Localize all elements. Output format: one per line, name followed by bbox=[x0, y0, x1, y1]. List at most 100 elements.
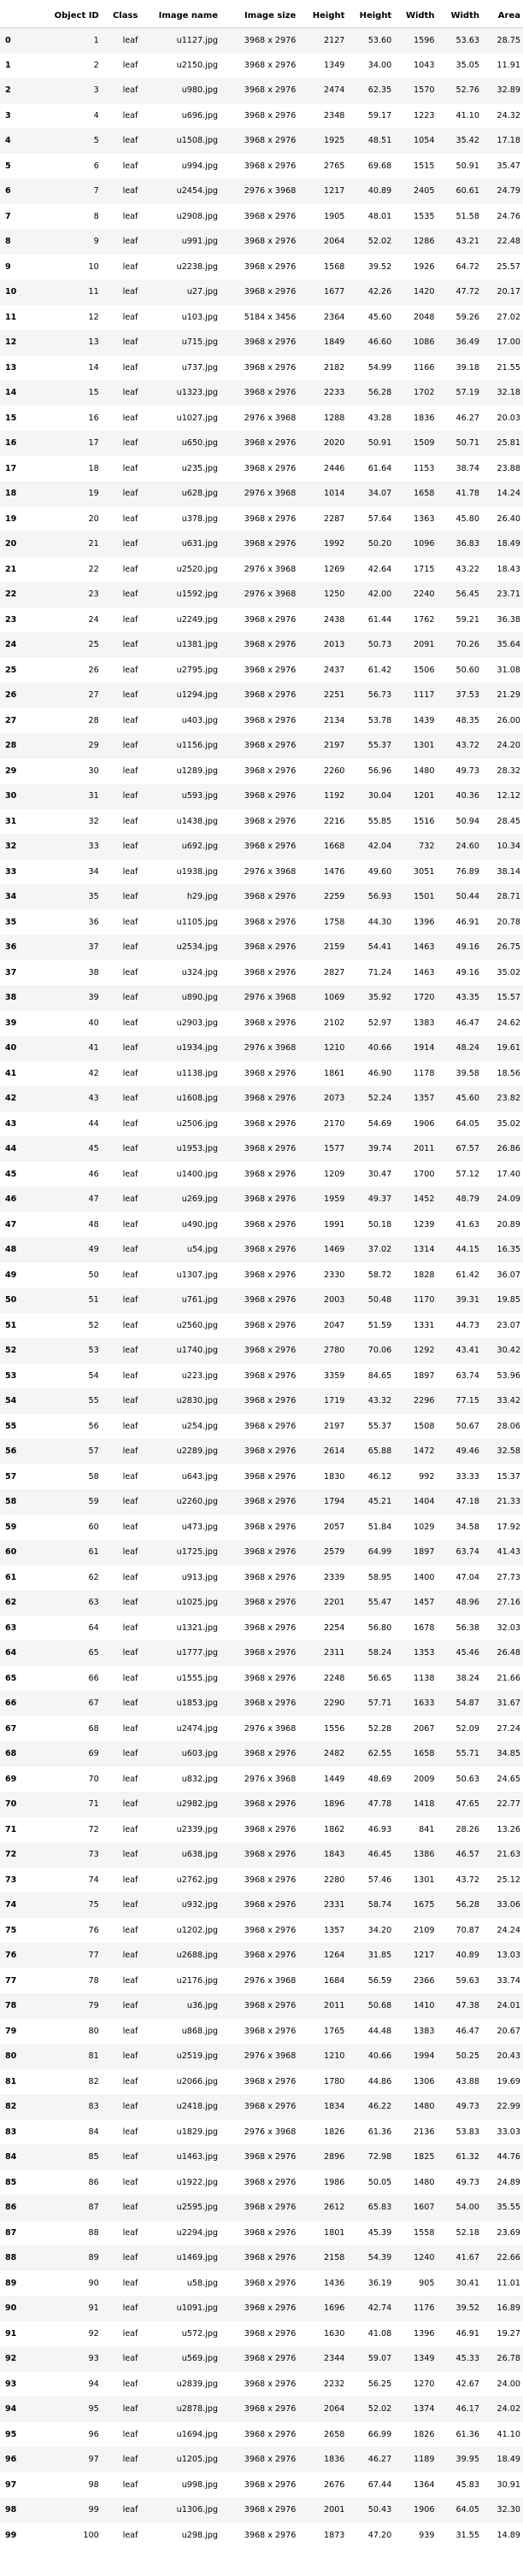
cell-height-pct: 44.48 bbox=[367, 2026, 392, 2036]
cell-width-pct: 77.15 bbox=[455, 1396, 479, 1406]
cell-area: 44.76 bbox=[497, 2152, 520, 2162]
cell-height-px: 1849 bbox=[324, 337, 345, 348]
cell-width-px: 2366 bbox=[414, 1975, 435, 1986]
cell-height-px: 2311 bbox=[324, 1648, 345, 1658]
cell-image-name: u2534.jpg bbox=[176, 942, 219, 953]
cell-image-size: 3968 x 2976 bbox=[244, 261, 297, 272]
cell-class: leaf bbox=[122, 1699, 138, 1709]
cell-area: 21.55 bbox=[497, 362, 520, 373]
cell-area: 17.40 bbox=[497, 1169, 520, 1179]
cell-class: leaf bbox=[122, 892, 138, 902]
cell-width-px: 1357 bbox=[414, 1094, 435, 1104]
cell-area: 11.01 bbox=[497, 2278, 520, 2288]
cell-image-name: u2260.jpg bbox=[176, 1497, 219, 1507]
cell-height-px: 1696 bbox=[324, 2303, 345, 2314]
cell-area: 28.45 bbox=[497, 816, 520, 826]
cell-class: leaf bbox=[122, 1144, 138, 1154]
cell-image-size: 3968 x 2976 bbox=[244, 211, 297, 221]
table-row: 0 1 leaf u1127.jpg 3968 x 2976 2127 53.60 1596 5… bbox=[0, 27, 523, 53]
cell-class: leaf bbox=[122, 1572, 138, 1582]
cell-row-index: 92 bbox=[5, 2354, 17, 2364]
cell-image-name: u1323.jpg bbox=[176, 388, 219, 398]
cell-height-px: 2170 bbox=[324, 1118, 345, 1129]
cell-object-id: 28 bbox=[88, 715, 99, 725]
cell-row-index: 11 bbox=[5, 312, 17, 322]
table-row: 27 28 leaf u403.jpg 3968 x 2976 2134 53.78 1439… bbox=[0, 707, 523, 733]
table-row: 41 42 leaf u1138.jpg 3968 x 2976 1861 46.90 117… bbox=[0, 1060, 523, 1086]
cell-image-size: 3968 x 2976 bbox=[244, 1421, 297, 1431]
cell-height-px: 2446 bbox=[324, 463, 345, 473]
cell-width-pct: 43.41 bbox=[455, 1346, 479, 1356]
table-row: 38 39 leaf u890.jpg 2976 x 3968 1069 35.92 1720… bbox=[0, 985, 523, 1011]
cell-width-px: 1480 bbox=[414, 2102, 435, 2112]
cell-object-id: 57 bbox=[88, 1446, 99, 1457]
cell-image-size: 3968 x 2976 bbox=[244, 1799, 297, 1810]
cell-class: leaf bbox=[122, 1068, 138, 1078]
cell-image-size: 3968 x 2976 bbox=[244, 1295, 297, 1306]
cell-image-size: 3968 x 2976 bbox=[244, 892, 297, 902]
cell-area: 19.69 bbox=[497, 2076, 520, 2086]
cell-width-px: 1138 bbox=[414, 1673, 435, 1683]
cell-height-pct: 50.48 bbox=[367, 1295, 392, 1306]
cell-area: 21.63 bbox=[497, 1850, 520, 1860]
cell-width-pct: 51.58 bbox=[455, 211, 479, 221]
cell-class: leaf bbox=[122, 2278, 138, 2288]
cell-row-index: 42 bbox=[5, 1094, 17, 1104]
cell-width-pct: 53.83 bbox=[455, 2127, 479, 2137]
cell-width-px: 1410 bbox=[414, 2001, 435, 2011]
cell-width-px: 1396 bbox=[414, 917, 435, 927]
cell-image-size: 3968 x 2976 bbox=[244, 1245, 297, 1255]
cell-height-pct: 40.66 bbox=[367, 2051, 392, 2062]
table-row: 67 68 leaf u2474.jpg 2976 x 3968 1556 52.28 206… bbox=[0, 1716, 523, 1741]
cell-width-px: 1117 bbox=[414, 690, 435, 701]
cell-area: 32.30 bbox=[497, 2505, 520, 2515]
cell-area: 24.76 bbox=[497, 211, 520, 221]
cell-object-id: 14 bbox=[88, 362, 99, 373]
cell-width-px: 1715 bbox=[414, 564, 435, 574]
cell-width-px: 1420 bbox=[414, 287, 435, 297]
table-row: 39 40 leaf u2903.jpg 3968 x 2976 2102 52.97 138… bbox=[0, 1010, 523, 1036]
cell-area: 17.00 bbox=[497, 337, 520, 348]
cell-width-px: 2296 bbox=[414, 1396, 435, 1406]
cell-area: 53.96 bbox=[497, 1370, 520, 1381]
cell-row-index: 36 bbox=[5, 942, 17, 953]
cell-object-id: 90 bbox=[88, 2278, 99, 2288]
cell-image-name: u1508.jpg bbox=[176, 136, 219, 146]
cell-height-px: 2260 bbox=[324, 766, 345, 776]
cell-width-pct: 33.33 bbox=[455, 1471, 479, 1482]
table-row: 87 88 leaf u2294.jpg 3968 x 2976 1801 45.39 155… bbox=[0, 2220, 523, 2245]
header-image-name: Image name bbox=[140, 0, 221, 28]
cell-height-px: 2765 bbox=[324, 161, 345, 171]
table-row: 83 84 leaf u1829.jpg 2976 x 3968 1826 61.36 213… bbox=[0, 2119, 523, 2145]
cell-object-id: 46 bbox=[88, 1169, 99, 1179]
cell-width-px: 1836 bbox=[414, 413, 435, 423]
cell-width-px: 1386 bbox=[414, 1850, 435, 1860]
cell-class: leaf bbox=[122, 1598, 138, 1608]
cell-object-id: 59 bbox=[88, 1497, 99, 1507]
cell-height-pct: 56.59 bbox=[367, 1975, 392, 1986]
cell-object-id: 23 bbox=[88, 590, 99, 600]
cell-image-name: u1127.jpg bbox=[176, 35, 219, 45]
cell-class: leaf bbox=[122, 1471, 138, 1482]
cell-area: 11.91 bbox=[497, 60, 520, 70]
cell-object-id: 73 bbox=[88, 1850, 99, 1860]
cell-row-index: 19 bbox=[5, 513, 17, 524]
cell-width-pct: 50.25 bbox=[455, 2051, 479, 2062]
cell-height-px: 1873 bbox=[324, 2530, 345, 2540]
cell-image-name: u1105.jpg bbox=[176, 917, 219, 927]
cell-height-pct: 56.28 bbox=[367, 388, 392, 398]
cell-height-pct: 61.36 bbox=[367, 2127, 392, 2137]
cell-image-size: 3968 x 2976 bbox=[244, 2001, 297, 2011]
table-row: 3 4 leaf u696.jpg 3968 x 2976 2348 59.17 1223 41… bbox=[0, 103, 523, 128]
cell-class: leaf bbox=[122, 413, 138, 423]
cell-width-px: 1508 bbox=[414, 1421, 435, 1431]
cell-image-name: u593.jpg bbox=[181, 791, 219, 801]
cell-object-id: 70 bbox=[88, 1774, 99, 1784]
cell-area: 13.03 bbox=[497, 1951, 520, 1961]
cell-area: 10.34 bbox=[497, 842, 520, 852]
cell-image-size: 2976 x 3968 bbox=[244, 564, 297, 574]
cell-class: leaf bbox=[122, 2076, 138, 2086]
table-row: 5 6 leaf u994.jpg 3968 x 2976 2765 69.68 1515 50… bbox=[0, 153, 523, 179]
cell-image-size: 3968 x 2976 bbox=[244, 715, 297, 725]
cell-width-pct: 41.10 bbox=[455, 110, 479, 120]
